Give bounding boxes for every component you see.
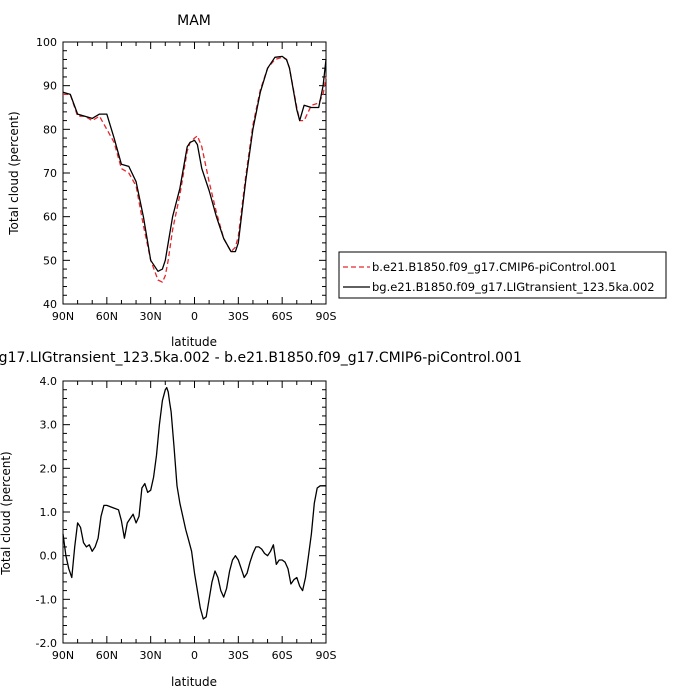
top-y-tick-label: 70 — [43, 167, 57, 180]
legend-label-lig: bg.e21.B1850.f09_g17.LIGtransient_123.5k… — [372, 280, 655, 294]
bottom-x-tick-label: 90S — [316, 649, 337, 662]
bottom-x-tick-label: 30N — [140, 649, 162, 662]
top-x-tick-label: 60S — [272, 310, 293, 323]
top-x-tick-label: 30S — [228, 310, 249, 323]
top-series-line-0 — [63, 56, 327, 283]
bottom-panel-ylabel: Total cloud (percent) — [0, 451, 13, 575]
top-plot-frame — [62, 41, 327, 305]
bottom-x-tick-label: 0 — [191, 649, 198, 662]
top-panel-ylabel: Total cloud (percent) — [7, 111, 21, 235]
top-panel-title: MAM — [177, 13, 211, 29]
top-y-tick-label: 80 — [43, 123, 57, 136]
bottom-y-tick-label: 3.0 — [40, 419, 58, 432]
legend: b.e21.B1850.f09_g17.CMIP6-piControl.001 … — [338, 251, 667, 299]
top-panel-xlabel: latitude — [171, 335, 217, 349]
top-y-tick-label: 90 — [43, 80, 57, 93]
top-series-line-1 — [62, 55, 327, 272]
bottom-x-tick-label: 60N — [96, 649, 118, 662]
bottom-y-tick-label: 0.0 — [40, 550, 58, 563]
top-x-tick-label: 30N — [140, 310, 162, 323]
top-x-tick-label: 90N — [52, 310, 74, 323]
legend-box — [338, 251, 667, 299]
bottom-panel-title: bg.e21.B1850.f09_g17.LIGtransient_123.5k… — [0, 350, 522, 366]
top-x-tick-label: 60N — [96, 310, 118, 323]
bottom-panel: bg.e21.B1850.f09_g17.LIGtransient_123.5k… — [0, 350, 522, 689]
bottom-panel-xlabel: latitude — [171, 675, 217, 689]
top-x-tick-label: 0 — [191, 310, 198, 323]
bottom-x-tick-label: 60S — [272, 649, 293, 662]
top-y-tick-label: 40 — [43, 298, 57, 311]
top-x-tick-label: 90S — [316, 310, 337, 323]
top-y-tick-label: 50 — [43, 254, 57, 267]
bottom-y-tick-label: 4.0 — [40, 375, 58, 388]
bottom-series-line-0 — [62, 386, 326, 620]
bottom-x-tick-label: 30S — [228, 649, 249, 662]
legend-label-control: b.e21.B1850.f09_g17.CMIP6-piControl.001 — [372, 260, 617, 274]
bottom-x-tick-label: 90N — [52, 649, 74, 662]
top-y-tick-label: 60 — [43, 211, 57, 224]
bottom-y-tick-label: -2.0 — [36, 637, 57, 650]
top-y-tick-label: 100 — [36, 36, 57, 49]
bottom-y-tick-label: 1.0 — [40, 506, 58, 519]
top-panel: MAM Total cloud (percent) latitude — [7, 13, 217, 349]
bottom-y-tick-label: -1.0 — [36, 593, 57, 606]
bottom-y-tick-label: 2.0 — [40, 462, 58, 475]
